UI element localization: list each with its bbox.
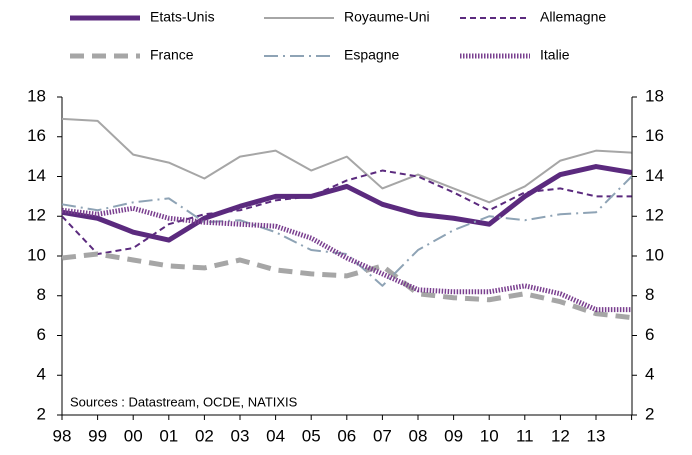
y-tick-label: 14 — [27, 166, 46, 185]
x-tick-label: 07 — [373, 426, 392, 445]
x-tick-label: 02 — [195, 426, 214, 445]
x-tick-label: 06 — [337, 426, 356, 445]
x-tick-label: 13 — [587, 426, 606, 445]
y2-tick-label: 4 — [645, 365, 654, 384]
y2-tick-label: 10 — [645, 245, 664, 264]
series-line — [61, 205, 632, 313]
legend-label: Royaume-Uni — [344, 9, 430, 25]
x-tick-label: 03 — [231, 426, 250, 445]
y2-tick-label: 12 — [645, 206, 664, 225]
y2-tick-label: 16 — [645, 126, 664, 145]
series-line — [61, 164, 633, 243]
y-tick-label: 16 — [27, 126, 46, 145]
y2-tick-label: 6 — [645, 325, 654, 344]
x-tick-label: 09 — [444, 426, 463, 445]
y-tick-label: 2 — [37, 404, 46, 423]
x-tick-label: 99 — [88, 426, 107, 445]
series-line — [61, 169, 632, 256]
y-tick-label: 6 — [37, 325, 46, 344]
legend-label: Etats-Unis — [150, 9, 215, 25]
legend-label: Allemagne — [540, 9, 606, 25]
series-line — [61, 117, 632, 204]
x-tick-label: 05 — [302, 426, 321, 445]
x-tick-label: 11 — [516, 426, 534, 445]
y-tick-label: 12 — [27, 206, 46, 225]
x-tick-label: 08 — [409, 426, 428, 445]
x-tick-label: 98 — [53, 426, 72, 445]
y-tick-label: 8 — [37, 285, 46, 304]
series-line — [61, 251, 632, 321]
x-tick-label: 00 — [124, 426, 143, 445]
x-tick-label: 01 — [159, 426, 178, 445]
y-tick-label: 4 — [37, 365, 46, 384]
x-tick-label: 12 — [551, 426, 570, 445]
y2-tick-label: 14 — [645, 166, 664, 185]
x-tick-label: 04 — [266, 426, 285, 445]
y2-tick-label: 18 — [645, 86, 664, 105]
y2-tick-label: 8 — [645, 285, 654, 304]
y2-tick-label: 2 — [645, 404, 654, 423]
legend-label: Espagne — [344, 47, 399, 63]
series-line — [61, 175, 633, 287]
legend-label: France — [150, 47, 194, 63]
x-tick-label: 10 — [480, 426, 499, 445]
y-tick-label: 10 — [27, 245, 46, 264]
legend-label: Italie — [540, 47, 570, 63]
source-note: Sources : Datastream, OCDE, NATIXIS — [70, 394, 298, 409]
y-tick-label: 18 — [27, 86, 46, 105]
